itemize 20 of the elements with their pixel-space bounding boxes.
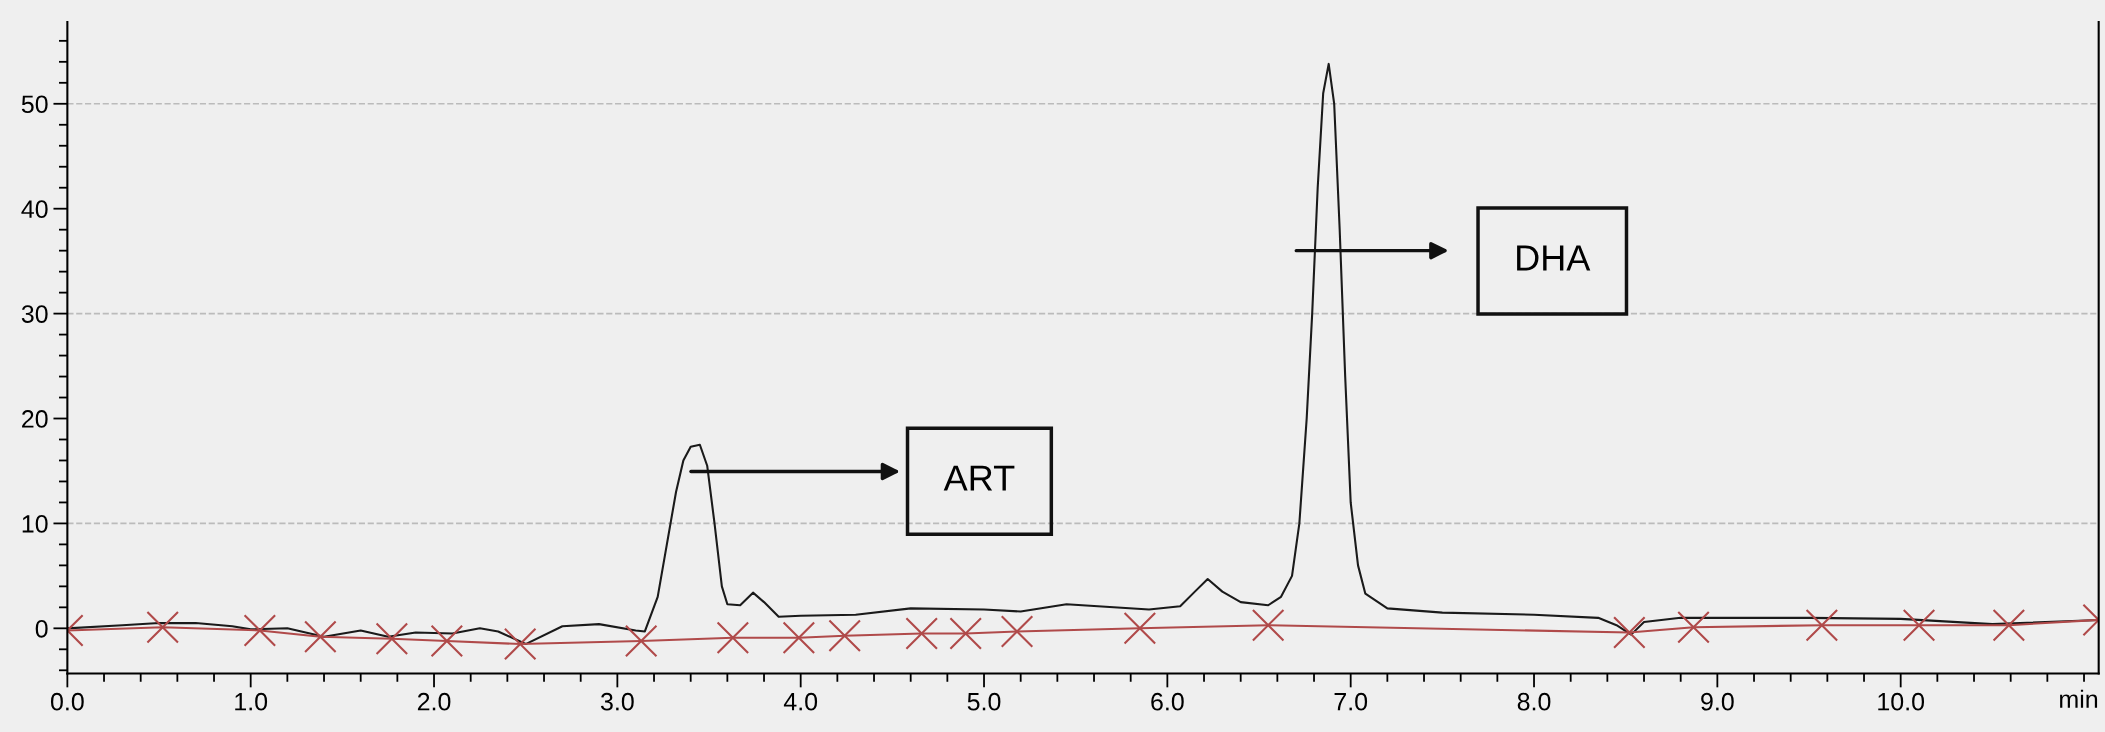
y-tick-label: 50 (21, 95, 48, 114)
x-axis-title: min (2060, 689, 2098, 708)
x-tick-label: 4.0 (783, 692, 818, 711)
x-tick-label: 5.0 (967, 692, 1001, 711)
x-tick-label: 10.0 (1878, 692, 1925, 711)
x-tick-label: 6.0 (1151, 692, 1184, 711)
y-tick-label: 0 (35, 619, 48, 638)
x-tick-label: 7.0 (1334, 692, 1368, 711)
x-tick-label: 9.0 (1701, 692, 1734, 711)
y-tick-label: 10 (22, 515, 48, 533)
y-tick-label: 40 (21, 200, 48, 218)
annotation: ART (943, 465, 1015, 491)
annotation: DHA (1517, 245, 1591, 271)
x-tick-label: 3.0 (600, 692, 634, 711)
x-tick-label: 2.0 (417, 692, 451, 711)
y-tick-label: 30 (21, 305, 48, 323)
x-tick-label: 1.0 (235, 692, 268, 711)
x-tick-label: 0.0 (50, 692, 84, 711)
y-tick-label: 20 (22, 410, 48, 428)
x-tick-label: 8.0 (1517, 692, 1551, 711)
